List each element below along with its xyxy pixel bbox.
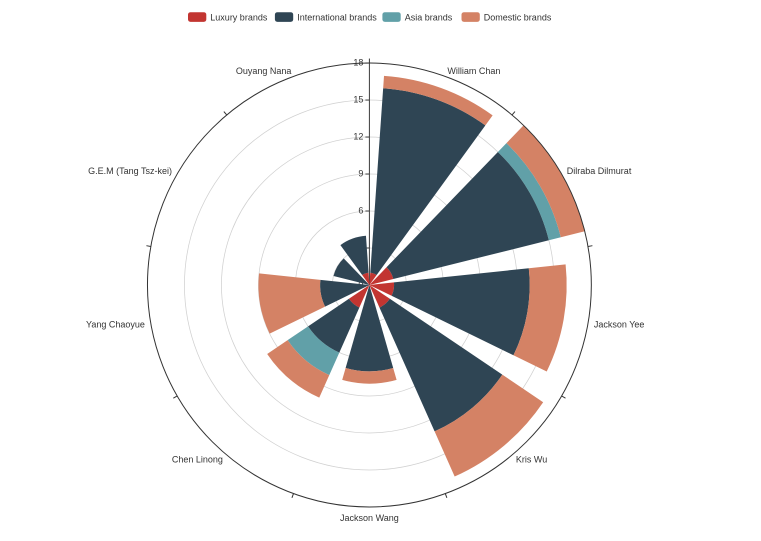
svg-text:G.E.M (Tang Tsz-kei): G.E.M (Tang Tsz-kei) <box>88 166 172 176</box>
svg-text:12: 12 <box>353 131 363 141</box>
svg-text:15: 15 <box>353 94 363 104</box>
svg-text:9: 9 <box>358 168 363 178</box>
svg-text:6: 6 <box>358 205 363 215</box>
svg-text:18: 18 <box>353 57 363 67</box>
svg-text:Luxury brands: Luxury brands <box>210 13 268 23</box>
svg-text:Ouyang Nana: Ouyang Nana <box>236 66 292 76</box>
svg-text:Chen Linong: Chen Linong <box>172 455 223 465</box>
svg-text:Asia brands: Asia brands <box>405 13 453 23</box>
svg-text:Jackson Wang: Jackson Wang <box>340 513 399 523</box>
svg-text:Domestic brands: Domestic brands <box>484 13 552 23</box>
svg-text:Yang Chaoyue: Yang Chaoyue <box>86 320 145 330</box>
svg-text:Dilraba Dilmurat: Dilraba Dilmurat <box>567 166 632 176</box>
svg-text:Jackson Yee: Jackson Yee <box>594 320 645 330</box>
svg-text:William Chan: William Chan <box>447 66 500 76</box>
svg-text:International brands: International brands <box>297 13 377 23</box>
svg-text:Kris Wu: Kris Wu <box>516 455 547 465</box>
